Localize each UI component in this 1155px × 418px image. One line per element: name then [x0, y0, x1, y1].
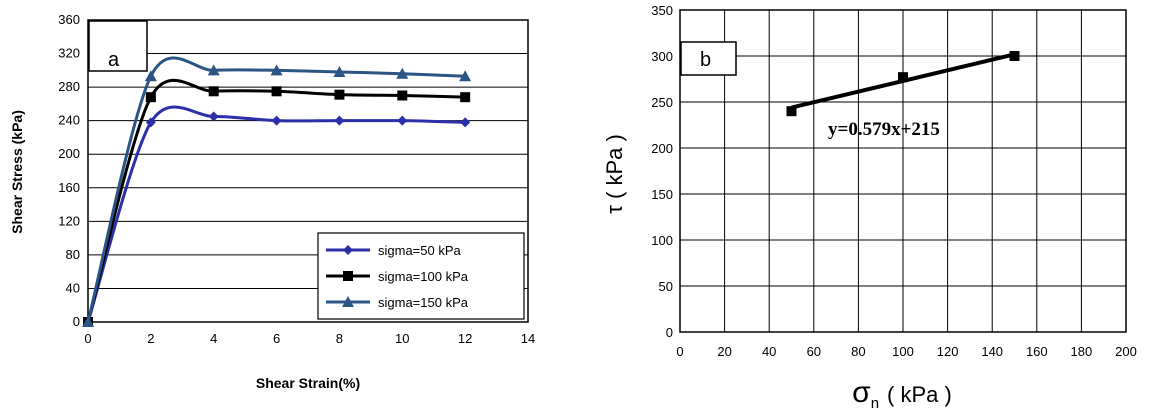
x-tick-label-a: 12 — [458, 331, 472, 346]
data-point-a — [145, 92, 156, 103]
legend-label: sigma=50 kPa — [378, 243, 462, 258]
y-ticks-a: 0 40 80 120 160 200 240 280 320 360 — [58, 12, 80, 329]
x-tick-label-a: 10 — [395, 331, 409, 346]
y-tick-label-b: 200 — [651, 141, 673, 156]
legend-a: sigma=50 kPa sigma=100 kPa sigma=150 kPa — [317, 232, 525, 320]
y-tick-label-a: 80 — [66, 247, 80, 262]
data-point-a — [271, 115, 282, 126]
y-tick-label-a: 360 — [58, 12, 80, 27]
data-point-a — [207, 64, 220, 76]
x-tick-label-b: 80 — [851, 344, 865, 359]
regression-equation: y=0.579x+215 — [828, 119, 940, 140]
x-tick-label-a: 0 — [84, 331, 91, 346]
x-ticks-a: 0 2 4 6 8 10 12 14 — [84, 331, 535, 346]
data-point-a — [145, 117, 156, 128]
x-tick-label-a: 6 — [273, 331, 280, 346]
data-point-a — [397, 115, 408, 126]
x-tick-label-b: 20 — [717, 344, 731, 359]
x-tick-label-b: 40 — [762, 344, 776, 359]
x-tick-label-a: 14 — [521, 331, 535, 346]
x-axis-label-b: σn ( kPa ) — [852, 376, 952, 412]
data-point-a — [334, 89, 345, 100]
panel-label-box-b — [680, 41, 737, 76]
y-tick-label-b: 350 — [651, 3, 673, 18]
data-point-b — [898, 72, 908, 83]
data-point-a — [208, 111, 219, 122]
x-axis-label-subscript: n — [871, 395, 879, 412]
y-tick-label-b: 250 — [651, 95, 673, 110]
data-point-a — [334, 115, 345, 126]
series-b — [786, 51, 1020, 117]
legend-marker — [343, 245, 353, 255]
panel-b-failure-envelope-chart: 0 50 100 150 200 250 300 350 0 20 40 60 80 100 120 140… — [602, 3, 1137, 412]
data-point-a — [144, 70, 157, 82]
data-point-a — [82, 316, 94, 327]
x-tick-label-b: 120 — [937, 344, 959, 359]
data-point-a — [208, 86, 219, 97]
y-tick-label-b: 50 — [659, 279, 673, 294]
x-tick-label-b: 60 — [807, 344, 821, 359]
series-line-a — [86, 56, 466, 323]
x-tick-label-a: 4 — [210, 331, 217, 346]
data-point-b — [1009, 51, 1020, 61]
y-tick-label-b: 150 — [651, 187, 673, 202]
panel-a-shear-stress-chart: 0 40 80 120 160 200 240 280 320 360 0 2 4 6 8 10 12 14 a… — [9, 12, 535, 391]
y-tick-label-a: 200 — [58, 146, 80, 161]
y-tick-label-a: 240 — [58, 113, 80, 128]
data-point-a — [396, 67, 409, 79]
x-tick-label-b: 180 — [1071, 344, 1093, 359]
y-tick-label-b: 300 — [651, 49, 673, 64]
y-tick-label-a: 160 — [58, 180, 80, 195]
legend-marker — [343, 271, 353, 281]
data-point-a — [333, 66, 346, 78]
legend-marker — [342, 296, 354, 307]
data-point-a — [270, 64, 283, 76]
y-tick-label-b: 0 — [666, 325, 673, 340]
legend-label: sigma=150 kPa — [378, 295, 469, 310]
y-tick-label-a: 320 — [58, 46, 80, 61]
x-tick-label-b: 0 — [676, 344, 683, 359]
y-tick-label-b: 100 — [651, 233, 673, 248]
y-axis-label-b: τ ( kPa ) — [602, 134, 627, 214]
data-point-b — [786, 106, 797, 117]
x-ticks-b: 0 20 40 60 80 100 120 140 160 180 200 — [676, 344, 1136, 359]
x-tick-label-b: 140 — [981, 344, 1003, 359]
x-tick-label-b: 200 — [1115, 344, 1137, 359]
x-tick-label-b: 160 — [1026, 344, 1048, 359]
series-a — [82, 56, 472, 327]
panel-label-a: a — [108, 49, 120, 71]
y-tick-label-a: 0 — [73, 314, 80, 329]
y-tick-label-a: 280 — [58, 79, 80, 94]
data-point-a — [397, 90, 408, 101]
y-tick-label-a: 120 — [58, 213, 80, 228]
panel-label-b: b — [700, 49, 711, 71]
legend-label: sigma=100 kPa — [378, 269, 469, 284]
x-tick-label-a: 2 — [147, 331, 154, 346]
data-point-a — [460, 117, 471, 128]
x-axis-label-a: Shear Strain(%) — [256, 375, 360, 391]
data-point-a — [271, 86, 282, 97]
x-tick-label-b: 100 — [892, 344, 914, 359]
x-tick-label-a: 8 — [336, 331, 343, 346]
x-axis-label-symbol: σ — [852, 376, 871, 409]
y-tick-label-a: 40 — [66, 280, 80, 295]
data-point-a — [459, 70, 472, 82]
y-ticks-b: 0 50 100 150 200 250 300 350 — [651, 3, 673, 340]
data-point-a — [460, 92, 471, 103]
panel-label-box-a — [88, 20, 148, 72]
x-axis-label-unit: ( kPa ) — [887, 382, 952, 407]
y-axis-label-a: Shear Stress (kPa) — [9, 110, 25, 234]
